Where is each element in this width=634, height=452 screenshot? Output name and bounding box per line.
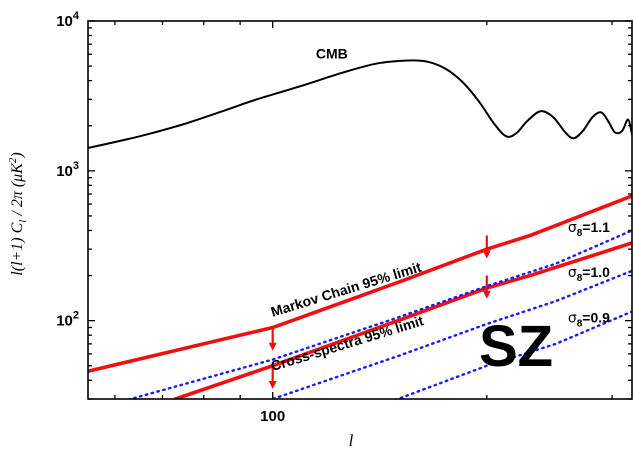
- limit-arrow-2: [482, 235, 491, 259]
- annotation-markov: Markov Chain 95% limit: [269, 259, 424, 320]
- limit-arrow-3: [268, 365, 277, 389]
- series-line-markov-chain-95-limit: [88, 194, 632, 373]
- annotation-sz: SZ: [479, 314, 553, 379]
- sigma8-label-s11: σ8=1.1: [568, 219, 610, 239]
- x-axis-title: l: [349, 431, 354, 450]
- series-line-8-1-0: [268, 269, 632, 399]
- plot-frame: [87, 20, 633, 400]
- limit-arrow-1: [268, 327, 277, 351]
- sigma8-label-s10: σ8=1.0: [568, 264, 610, 284]
- y-tick-label: 104: [56, 10, 80, 30]
- y-tick-label: 102: [56, 310, 79, 330]
- x-tick-label: 100: [260, 408, 285, 425]
- y-tick-label: 103: [56, 160, 79, 180]
- sigma8-label-s09: σ8=0.9: [568, 310, 610, 330]
- y-axis-title: l(l+1) Cl / 2π (μK2): [7, 152, 29, 275]
- limit-arrow-4: [482, 275, 491, 299]
- series-line-8-1-1: [126, 229, 632, 399]
- annotation-cmb: CMB: [316, 46, 348, 62]
- series-line-cross-spectra-95-limit: [173, 241, 632, 399]
- series-line-8-0-9: [394, 310, 632, 399]
- series-line-cmb: [88, 59, 632, 150]
